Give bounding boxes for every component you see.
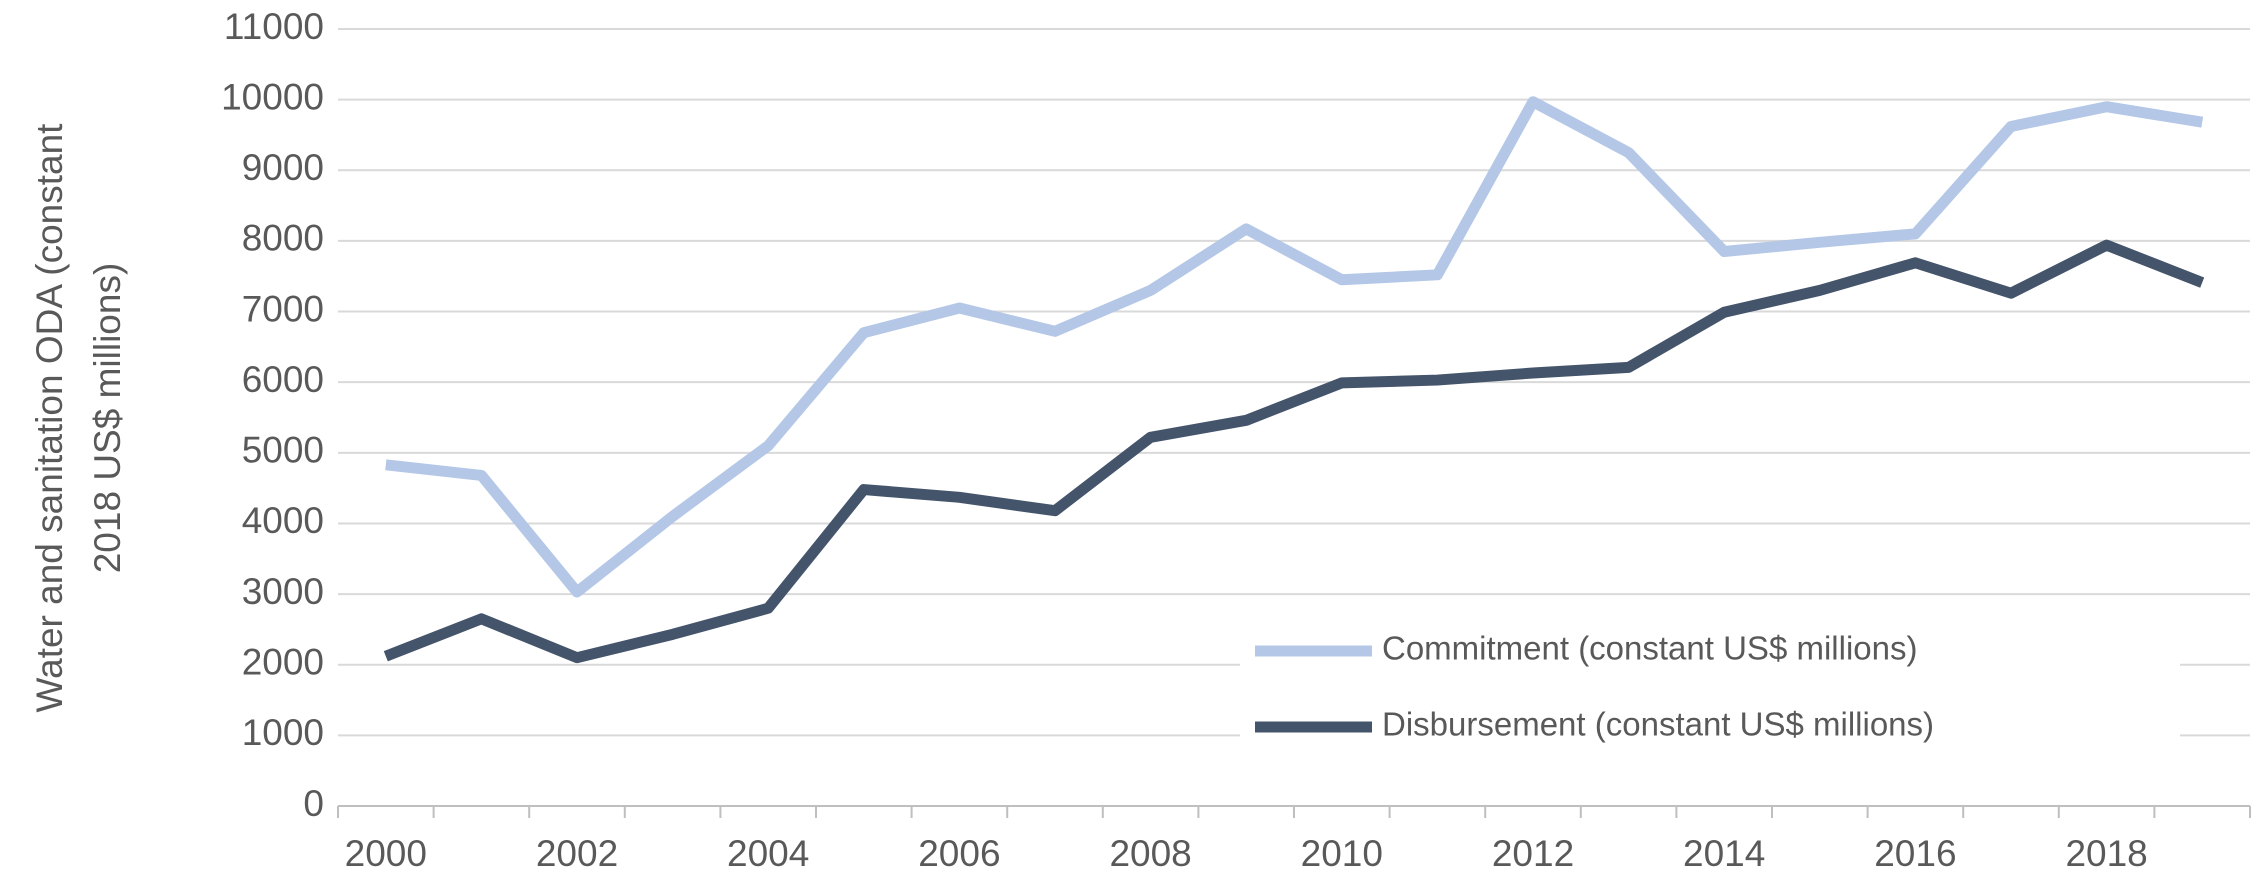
y-tick-label: 0: [303, 783, 324, 824]
y-tick-label: 9000: [242, 147, 324, 188]
y-tick-label: 1000: [242, 712, 324, 753]
legend-box: [1240, 618, 2180, 768]
x-tick-label: 2002: [536, 833, 618, 874]
x-tick-label: 2000: [345, 833, 427, 874]
legend-label: Disbursement (constant US$ millions): [1382, 706, 1934, 743]
x-tick-label: 2014: [1683, 833, 1765, 874]
x-tick-label: 2010: [1301, 833, 1383, 874]
y-tick-label: 5000: [242, 430, 324, 471]
y-tick-label: 11000: [224, 6, 324, 47]
y-tick-label: 4000: [242, 500, 324, 541]
y-tick-label: 7000: [242, 288, 324, 329]
x-tick-label: 2018: [2065, 833, 2147, 874]
y-tick-label: 3000: [242, 571, 324, 612]
x-tick-label: 2004: [727, 833, 809, 874]
y-tick-label: 6000: [242, 359, 324, 400]
x-tick-label: 2012: [1492, 833, 1574, 874]
y-axis-title: 2018 US$ millions): [87, 263, 128, 574]
series-line: [385, 96, 2204, 598]
series-line: [383, 239, 2205, 664]
x-tick-label: 2016: [1874, 833, 1956, 874]
x-tick-label: 2008: [1109, 833, 1191, 874]
y-tick-label: 2000: [242, 642, 324, 683]
x-tick-label: 2006: [918, 833, 1000, 874]
legend-label: Commitment (constant US$ millions): [1382, 630, 1917, 667]
y-axis-title: Water and sanitation ODA (constant: [29, 123, 70, 713]
y-tick-label: 10000: [221, 76, 324, 117]
y-tick-label: 8000: [242, 218, 324, 259]
